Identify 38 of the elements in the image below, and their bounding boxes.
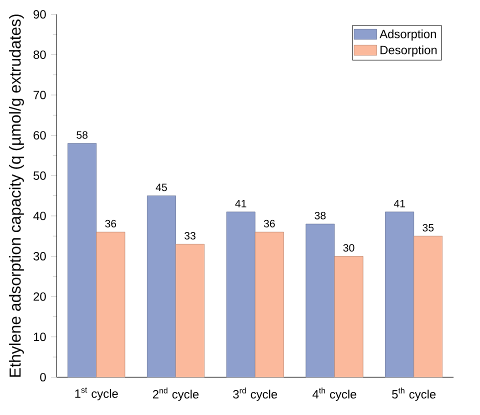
bar bbox=[414, 236, 443, 378]
bar bbox=[334, 256, 364, 378]
bar bbox=[176, 244, 205, 378]
y-tick-label: 90 bbox=[34, 10, 46, 19]
x-tick-label: 2$^{nd}$ cycle bbox=[152, 388, 199, 401]
bar bbox=[254, 232, 284, 378]
y-tick-label: 0 bbox=[40, 372, 46, 382]
data-label: 30 bbox=[343, 244, 354, 252]
x-tick-label: 5$^{th}$ cycle bbox=[392, 388, 436, 401]
data-label: 58 bbox=[76, 131, 88, 139]
data-label: 36 bbox=[264, 220, 275, 228]
data-label: 41 bbox=[394, 200, 405, 208]
y-tick-label: 70 bbox=[34, 90, 46, 100]
x-tick-label: 4$^{th}$ cycle bbox=[312, 388, 356, 401]
y-tick-label: 60 bbox=[34, 131, 46, 140]
y-tick-label: 20 bbox=[34, 292, 46, 301]
y-tick-label: 80 bbox=[34, 50, 46, 59]
data-label: 36 bbox=[105, 220, 116, 228]
y-tick-label: 30 bbox=[33, 252, 46, 260]
data-label: 33 bbox=[184, 232, 196, 240]
data-label: 38 bbox=[314, 212, 326, 220]
x-tick-label: 1$^{st}$ cycle bbox=[75, 388, 118, 400]
legend-label: Adsorption bbox=[380, 30, 436, 41]
data-label: 45 bbox=[156, 184, 167, 192]
bar bbox=[96, 232, 126, 378]
y-tick-label: 50 bbox=[34, 171, 46, 180]
x-tick-label: 3$^{rd}$ cycle bbox=[233, 388, 278, 401]
bar bbox=[385, 212, 414, 378]
y-tick-label: 40 bbox=[33, 212, 46, 220]
bar bbox=[146, 196, 176, 378]
bar bbox=[306, 224, 335, 378]
bar bbox=[226, 212, 256, 378]
data-label: 35 bbox=[422, 224, 434, 232]
bar bbox=[68, 143, 97, 378]
y-axis-title: Ethylene adsorption capacity (q (µmol/g extrudates) bbox=[9, 14, 24, 377]
data-label: 41 bbox=[235, 200, 246, 208]
y-tick-label: 10 bbox=[34, 332, 46, 342]
legend-label: Desorption bbox=[380, 45, 437, 57]
